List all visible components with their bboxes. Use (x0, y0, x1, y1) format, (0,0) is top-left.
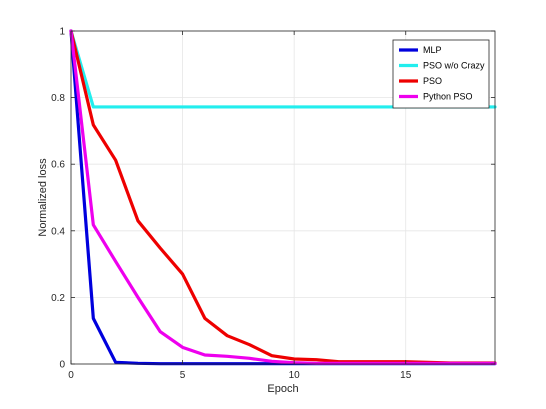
y-axis-label: Normalized loss (37, 158, 49, 237)
y-tick-label: 0.2 (51, 293, 65, 304)
y-tick-label: 0 (59, 360, 65, 371)
y-tick-label: 1 (59, 27, 65, 38)
x-tick-label: 5 (180, 370, 186, 381)
y-tick-label: 0.4 (51, 226, 65, 237)
x-tick-label: 10 (289, 370, 301, 381)
series-line-python-pso (69, 29, 497, 365)
plot-frame (70, 30, 496, 365)
legend: MLP PSO w/o Crazy PSO Python PSO (392, 39, 490, 109)
x-axis-label: Epoch (267, 383, 298, 395)
y-tick-label: 0.6 (51, 160, 65, 171)
x-tick-label: 15 (400, 370, 412, 381)
legend-label-mlp: MLP (423, 45, 442, 55)
y-tick-label: 0.8 (51, 93, 65, 104)
legend-label-python-pso: Python PSO (423, 92, 473, 102)
legend-label-pso: PSO (423, 76, 442, 86)
x-tick-label: 0 (68, 370, 74, 381)
axis-ticks: 0 5 10 15 0 0.2 0.4 0.6 0.8 1 (51, 27, 495, 381)
legend-label-pso-w-o-crazy: PSO w/o Crazy (423, 61, 485, 71)
